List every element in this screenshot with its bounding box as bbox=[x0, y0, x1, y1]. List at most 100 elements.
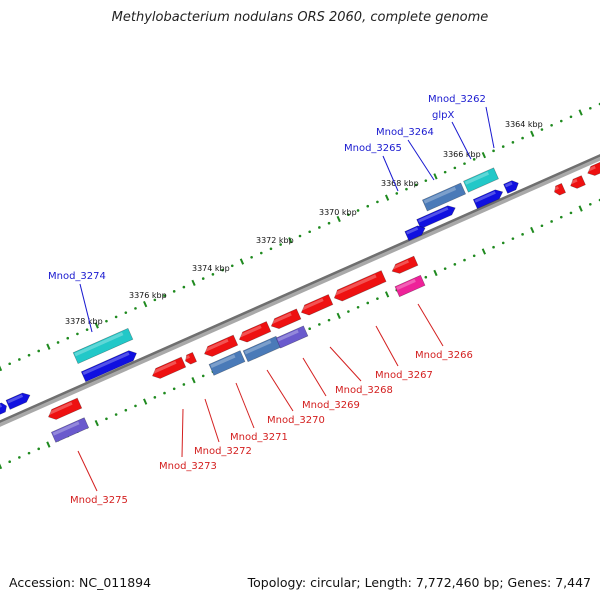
minor-tick bbox=[318, 323, 321, 326]
minor-tick bbox=[463, 162, 466, 165]
leader-line bbox=[302, 357, 327, 397]
outer-tick-ring bbox=[0, 102, 600, 372]
gene-labels: Mnod_3262 glpX Mnod_3264 Mnod_3265 Mnod_3274… bbox=[48, 94, 486, 506]
minor-tick bbox=[550, 220, 553, 223]
gene-label[interactable]: Mnod_3269 bbox=[302, 400, 360, 411]
minor-tick bbox=[56, 341, 60, 344]
cds-glpx[interactable] bbox=[463, 167, 499, 193]
gene-label[interactable]: Mnod_3262 bbox=[428, 94, 486, 105]
major-tick bbox=[0, 365, 3, 372]
gene-label[interactable]: Mnod_3267 bbox=[375, 370, 433, 381]
minor-tick bbox=[298, 234, 302, 238]
minor-tick bbox=[269, 247, 273, 251]
minor-tick bbox=[37, 349, 41, 353]
minor-tick bbox=[134, 307, 137, 310]
major-tick bbox=[94, 322, 99, 329]
minor-tick bbox=[114, 315, 118, 319]
gene-label[interactable]: Mnod_3272 bbox=[194, 446, 252, 457]
major-tick bbox=[384, 291, 390, 298]
scale-label: 3372 kbp bbox=[256, 236, 294, 245]
cds-reverse-small[interactable] bbox=[552, 183, 566, 196]
gene-label[interactable]: Mnod_3265 bbox=[344, 143, 402, 154]
cds-forward-small[interactable] bbox=[503, 179, 521, 194]
minor-tick bbox=[424, 179, 428, 182]
minor-tick bbox=[114, 413, 118, 416]
minor-tick bbox=[308, 230, 311, 234]
minor-tick bbox=[550, 123, 553, 127]
scale-label: 3366 kbp bbox=[443, 150, 481, 159]
minor-tick bbox=[124, 408, 128, 412]
minor-tick bbox=[521, 233, 524, 236]
minor-tick bbox=[501, 145, 505, 148]
gene-label[interactable]: Mnod_3266 bbox=[415, 350, 473, 361]
gene-label[interactable]: Mnod_3275 bbox=[70, 495, 128, 506]
cds-mnod-3275-purple[interactable] bbox=[50, 417, 90, 443]
minor-tick bbox=[230, 264, 234, 268]
cds-mnod-3268[interactable] bbox=[299, 294, 334, 317]
minor-tick bbox=[347, 213, 350, 217]
cds-forward-left[interactable] bbox=[5, 391, 32, 410]
gene-label[interactable]: Mnod_3273 bbox=[159, 461, 217, 472]
cds-purple-a[interactable] bbox=[275, 325, 309, 349]
major-tick bbox=[191, 377, 196, 384]
cds-forward-3274b[interactable] bbox=[80, 348, 138, 383]
cds-mnod-3274[interactable] bbox=[72, 327, 134, 365]
minor-tick bbox=[308, 327, 311, 331]
leader-line bbox=[79, 283, 93, 333]
gene-label[interactable]: Mnod_3270 bbox=[267, 415, 325, 426]
cds-steel-b[interactable] bbox=[208, 350, 246, 376]
accession-text: Accession: NC_011894 bbox=[9, 575, 152, 590]
cds-mnod-3266-pink[interactable] bbox=[394, 274, 426, 298]
cds-mnod-3272[interactable] bbox=[183, 352, 197, 365]
scale-label: 3368 kbp bbox=[381, 179, 419, 188]
minor-tick bbox=[327, 221, 331, 225]
minor-tick bbox=[540, 128, 544, 131]
minor-tick bbox=[201, 277, 205, 280]
gene-label[interactable]: Mnod_3271 bbox=[230, 432, 288, 443]
minor-tick bbox=[318, 226, 321, 229]
minor-tick bbox=[569, 115, 573, 119]
cds-reverse-edge[interactable] bbox=[586, 161, 600, 178]
minor-tick bbox=[182, 383, 186, 386]
major-tick bbox=[481, 151, 486, 159]
cds-mnod-3273[interactable] bbox=[150, 356, 187, 381]
minor-tick bbox=[453, 263, 457, 266]
scale-label: 3374 kbp bbox=[192, 264, 230, 273]
cds-mnod-3267[interactable] bbox=[332, 270, 387, 304]
major-tick bbox=[384, 194, 390, 201]
minor-tick bbox=[105, 319, 108, 323]
major-tick bbox=[0, 463, 3, 470]
minor-tick bbox=[27, 353, 31, 357]
minor-tick bbox=[492, 149, 495, 153]
cds-mnod-3266[interactable] bbox=[390, 255, 419, 276]
major-tick bbox=[433, 269, 438, 277]
minor-tick bbox=[37, 447, 41, 451]
cds-mnod-3262[interactable] bbox=[472, 187, 504, 210]
major-tick bbox=[530, 226, 535, 234]
cds-forward-b[interactable] bbox=[404, 223, 427, 242]
scale-labels: 3364 kbp 3366 kbp 3368 kbp 3370 kbp 3372 kbp… bbox=[65, 120, 543, 326]
leader-line bbox=[329, 346, 362, 382]
gene-label[interactable]: Mnod_3264 bbox=[376, 127, 434, 138]
minor-tick bbox=[250, 255, 253, 259]
minor-tick bbox=[85, 328, 89, 331]
cds-mnod-3270[interactable] bbox=[237, 321, 272, 344]
cds-mnod-3275[interactable] bbox=[46, 397, 83, 422]
scale-label: 3378 kbp bbox=[65, 317, 103, 326]
minor-tick bbox=[105, 417, 108, 421]
gene-label[interactable]: glpX bbox=[432, 110, 454, 121]
cds-forward-edge[interactable] bbox=[0, 401, 9, 415]
gene-features bbox=[0, 161, 600, 443]
cds-reverse-right[interactable] bbox=[569, 175, 586, 191]
cds-mnod-3271[interactable] bbox=[202, 334, 239, 359]
cds-mnod-3269[interactable] bbox=[269, 308, 302, 331]
minor-tick bbox=[589, 106, 592, 110]
gene-label[interactable]: Mnod_3274 bbox=[48, 271, 106, 282]
cds-mnod-3265[interactable] bbox=[421, 182, 467, 212]
gene-label[interactable]: Mnod_3268 bbox=[335, 385, 393, 396]
major-tick bbox=[578, 109, 583, 116]
leader-line bbox=[266, 369, 294, 412]
minor-tick bbox=[424, 275, 428, 279]
leader-line bbox=[382, 155, 399, 192]
